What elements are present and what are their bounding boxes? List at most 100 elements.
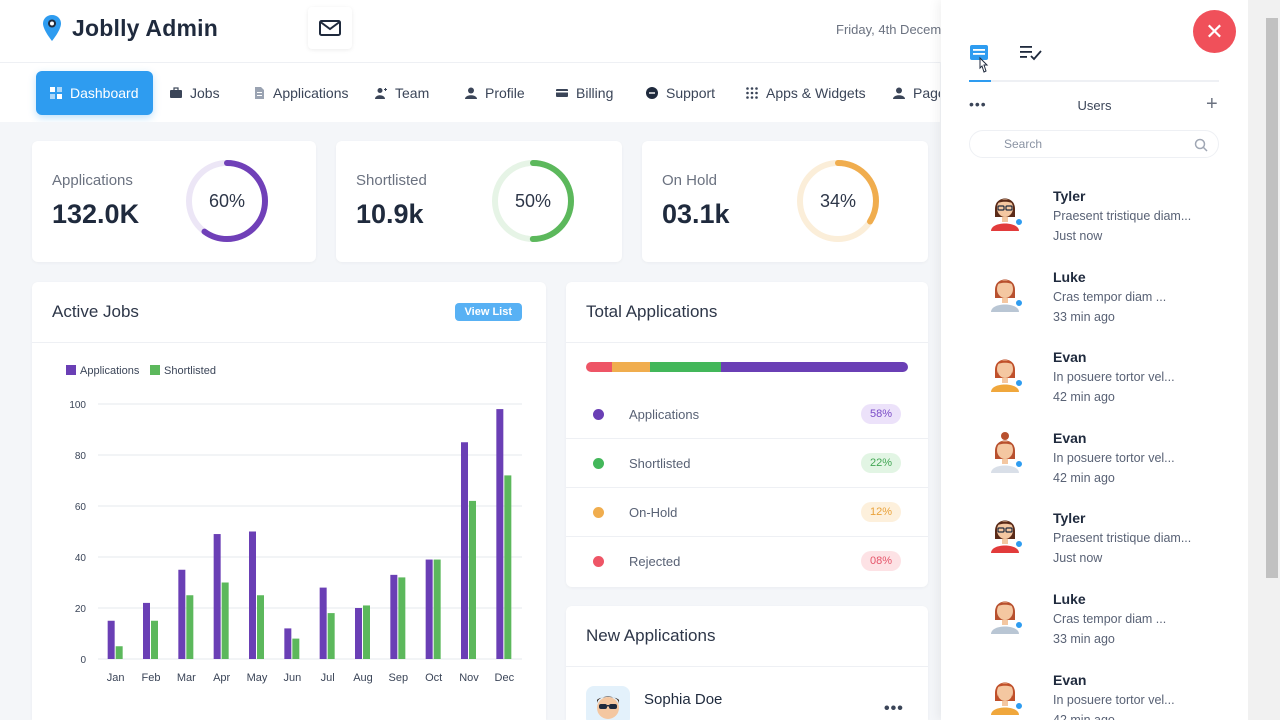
- add-user-button[interactable]: +: [1206, 93, 1218, 116]
- bar-shortlisted-jan[interactable]: [116, 646, 123, 659]
- legend-swatch: [66, 365, 76, 375]
- bar-shortlisted-apr[interactable]: [222, 583, 229, 660]
- search-icon[interactable]: [1194, 138, 1208, 152]
- application-status-row: Shortlisted 22%: [566, 439, 928, 488]
- y-tick-label: 80: [75, 451, 87, 462]
- x-tick-label: Dec: [495, 672, 515, 684]
- view-list-button[interactable]: View List: [455, 303, 522, 321]
- user-list-item[interactable]: Luke Cras tempor diam ... 33 min ago: [969, 579, 1219, 659]
- user-last-seen: 33 min ago: [1053, 310, 1115, 324]
- nav-item-team[interactable]: Team: [375, 71, 429, 115]
- online-status-dot: [1015, 218, 1023, 226]
- user-list-item[interactable]: Evan In posuere tortor vel... 42 min ago: [969, 337, 1219, 417]
- user-name: Evan: [1053, 349, 1086, 365]
- nav-item-pages[interactable]: Page: [893, 71, 940, 115]
- y-tick-label: 20: [75, 604, 87, 615]
- applicant-name: Sophia Doe: [644, 691, 722, 708]
- nav-label-profile: Profile: [485, 85, 525, 101]
- user-icon: [465, 87, 477, 99]
- scrollbar-thumb[interactable]: [1266, 18, 1278, 578]
- nav-label-team: Team: [395, 85, 429, 101]
- nav-item-billing[interactable]: Billing: [556, 71, 613, 115]
- user-list-item[interactable]: Tyler Praesent tristique diam... Just now: [969, 176, 1219, 256]
- bar-applications-apr[interactable]: [214, 534, 221, 659]
- divider: [32, 342, 546, 343]
- active-jobs-panel: Active Jobs View List Applications Shortl…: [32, 282, 546, 720]
- y-tick-label: 100: [69, 400, 86, 411]
- brand[interactable]: Joblly Admin: [42, 14, 218, 42]
- bar-shortlisted-nov[interactable]: [469, 501, 476, 659]
- mail-button[interactable]: [308, 7, 352, 49]
- search-input[interactable]: [1004, 137, 1184, 151]
- stat-value: 03.1k: [662, 199, 730, 230]
- user-last-message: Praesent tristique diam...: [1053, 531, 1191, 545]
- status-label: Rejected: [629, 554, 680, 569]
- status-dot: [593, 458, 604, 469]
- bar-applications-jan[interactable]: [108, 621, 115, 659]
- online-status-dot: [1015, 621, 1023, 629]
- bar-shortlisted-jun[interactable]: [292, 639, 299, 659]
- application-status-row: Applications 58%: [566, 390, 928, 439]
- tab-chat[interactable]: [969, 44, 991, 68]
- bar-shortlisted-oct[interactable]: [434, 560, 441, 659]
- user-last-message: Cras tempor diam ...: [1053, 290, 1166, 304]
- location-pin-icon: [42, 14, 62, 42]
- bar-applications-jun[interactable]: [284, 628, 291, 659]
- distribution-segment: [650, 362, 721, 372]
- status-badge: 12%: [861, 502, 901, 522]
- bar-applications-aug[interactable]: [355, 608, 362, 659]
- nav-item-apps-widgets[interactable]: Apps & Widgets: [746, 71, 866, 115]
- male-sunglasses-avatar-icon: [586, 686, 630, 720]
- close-button[interactable]: ✕: [1193, 10, 1236, 53]
- application-status-row: On-Hold 12%: [566, 488, 928, 537]
- nav-item-applications[interactable]: Applications: [253, 71, 349, 115]
- stat-label: Applications: [52, 172, 133, 189]
- bar-shortlisted-jul[interactable]: [328, 613, 335, 659]
- bar-shortlisted-may[interactable]: [257, 595, 264, 659]
- dashboard-icon: [50, 87, 62, 99]
- user-list-item[interactable]: Tyler Praesent tristique diam... Just now: [969, 498, 1219, 578]
- user-last-message: In posuere tortor vel...: [1053, 451, 1175, 465]
- panel-title: Active Jobs: [52, 302, 139, 322]
- nav-item-profile[interactable]: Profile: [465, 71, 525, 115]
- nav-label-billing: Billing: [576, 85, 613, 101]
- nav-item-dashboard[interactable]: Dashboard: [36, 71, 153, 115]
- nav-label-pages: Page: [913, 85, 940, 101]
- x-tick-label: May: [247, 672, 268, 684]
- y-tick-label: 60: [75, 502, 87, 513]
- x-tick-label: Jul: [321, 672, 335, 684]
- x-tick-label: Nov: [459, 672, 479, 684]
- bar-applications-jul[interactable]: [320, 588, 327, 659]
- bar-applications-mar[interactable]: [178, 570, 185, 659]
- user-last-seen: 42 min ago: [1053, 390, 1115, 404]
- more-options-button[interactable]: •••: [884, 700, 904, 718]
- legend-item[interactable]: Applications: [66, 365, 140, 377]
- x-tick-label: Mar: [177, 672, 196, 684]
- bar-shortlisted-aug[interactable]: [363, 605, 370, 659]
- x-tick-label: Oct: [425, 672, 442, 684]
- bar-shortlisted-mar[interactable]: [186, 595, 193, 659]
- bar-shortlisted-sep[interactable]: [398, 577, 405, 659]
- nav-label-dashboard: Dashboard: [70, 85, 139, 101]
- bar-applications-dec[interactable]: [496, 409, 503, 659]
- tab-tasks[interactable]: [1020, 45, 1042, 65]
- application-status-row: Rejected 08%: [566, 537, 928, 586]
- bar-applications-nov[interactable]: [461, 442, 468, 659]
- bar-applications-may[interactable]: [249, 532, 256, 660]
- nav-item-jobs[interactable]: Jobs: [170, 71, 220, 115]
- status-badge: 22%: [861, 453, 901, 473]
- user-list-item[interactable]: Evan In posuere tortor vel... 42 min ago: [969, 660, 1219, 720]
- distribution-segment: [612, 362, 651, 372]
- mail-icon: [319, 20, 341, 36]
- nav-item-support[interactable]: Support: [646, 71, 715, 115]
- user-list-item[interactable]: Evan In posuere tortor vel... 42 min ago: [969, 418, 1219, 498]
- bar-shortlisted-feb[interactable]: [151, 621, 158, 659]
- bar-applications-sep[interactable]: [390, 575, 397, 659]
- bar-shortlisted-dec[interactable]: [504, 475, 511, 659]
- status-badge: 58%: [861, 404, 901, 424]
- bar-applications-oct[interactable]: [426, 560, 433, 659]
- user-list-item[interactable]: Luke Cras tempor diam ... 33 min ago: [969, 257, 1219, 337]
- legend-item[interactable]: Shortlisted: [150, 365, 216, 377]
- bar-applications-feb[interactable]: [143, 603, 150, 659]
- status-label: Shortlisted: [629, 456, 690, 471]
